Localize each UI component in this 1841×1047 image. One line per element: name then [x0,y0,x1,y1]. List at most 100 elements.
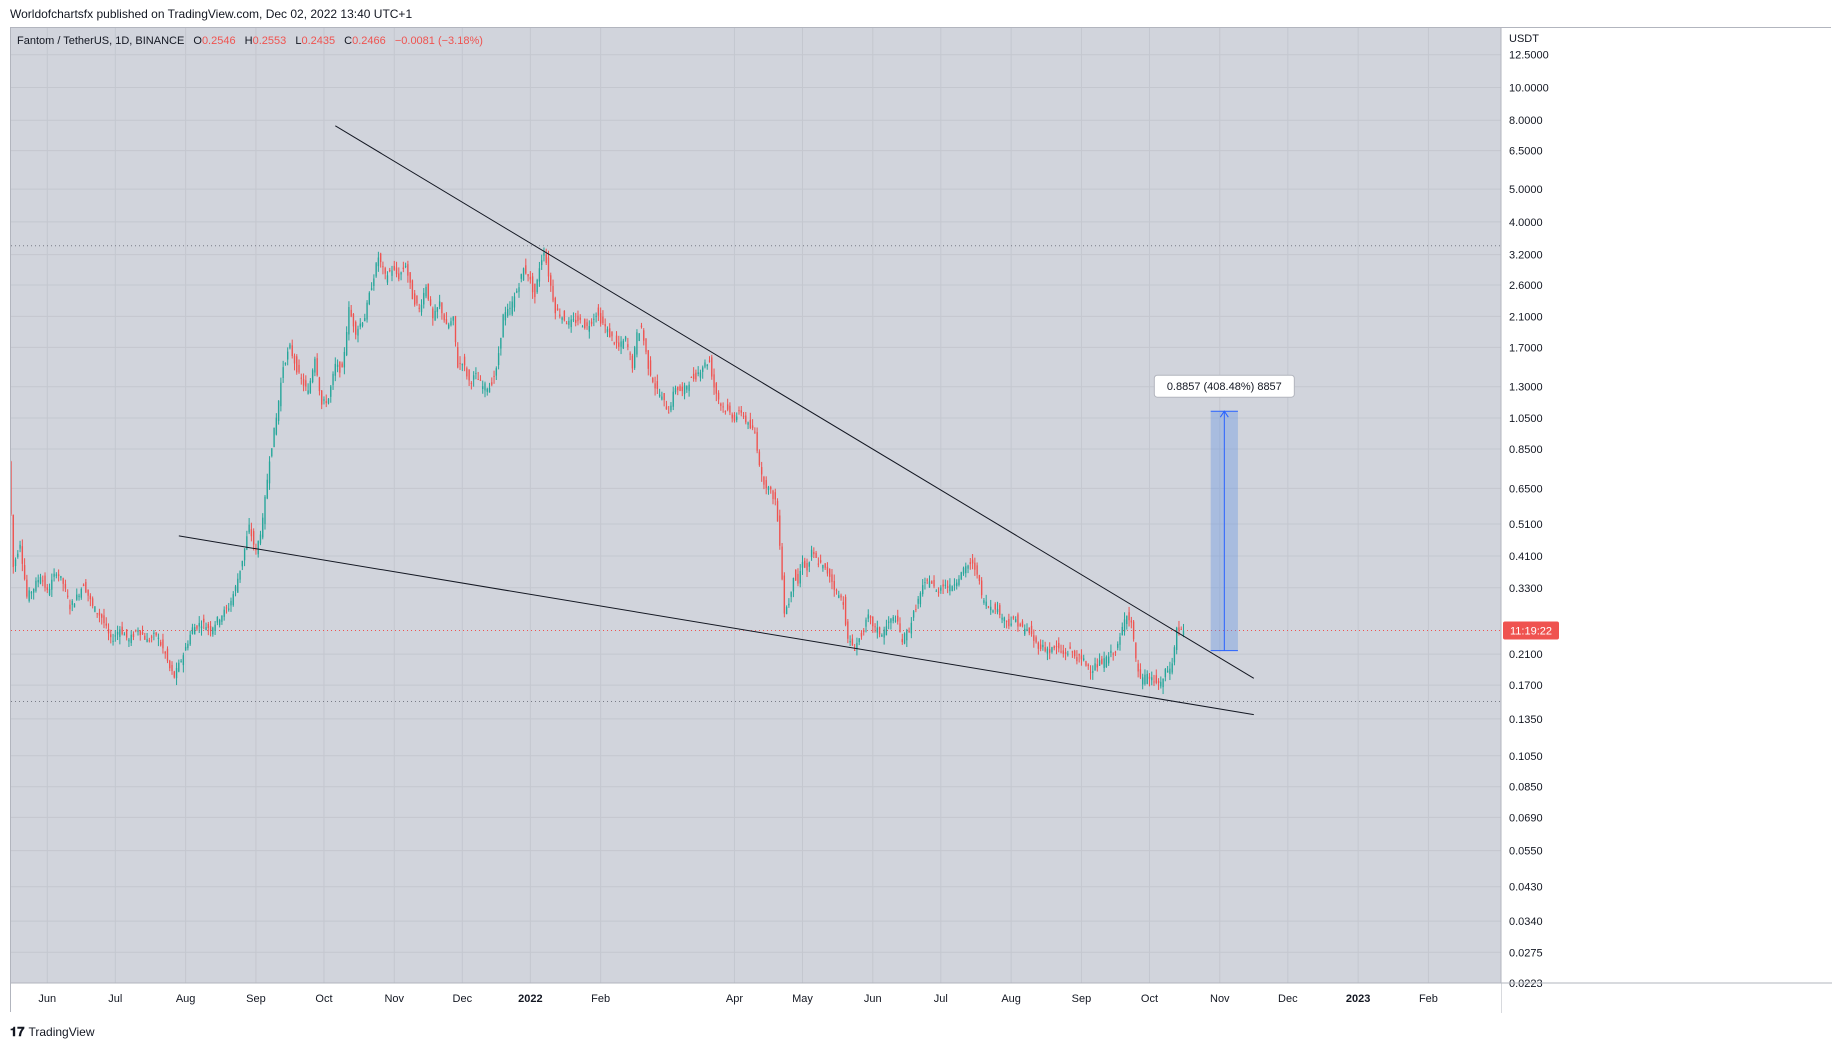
candle-body [847,621,849,639]
candle-body [472,375,475,380]
candle-body [726,404,729,410]
candle-body [482,386,484,390]
candle-body [48,588,51,596]
candle-body [844,596,847,625]
time-tick-label: Aug [176,993,196,1005]
legend-close-label: C [344,35,352,47]
price-tick-label: 0.4100 [1509,551,1543,563]
candle-body [350,309,352,317]
footer-brand[interactable]: TradingView [28,1025,95,1039]
candle-body [522,268,525,281]
candle-body [679,386,681,392]
candle-body [414,293,416,305]
candle-body [649,360,652,376]
candle-body [990,606,992,611]
candle-body [1098,660,1101,666]
candle-body [867,614,869,619]
candle-body [978,575,981,581]
candle-body [361,322,364,327]
candle-body [395,267,398,275]
candle-body [935,590,937,592]
candle-body [44,575,46,588]
candle-body [815,552,817,558]
candle-body [69,604,71,610]
candle-body [797,573,799,584]
candle-body [62,578,64,584]
candle-body [917,598,919,604]
candle-body [275,417,278,435]
time-tick-label: Apr [726,993,743,1005]
candle-body [915,609,917,611]
candle-body [643,330,645,341]
candle-body [806,562,808,571]
candle-body [627,344,629,348]
candle-body [60,575,62,578]
candle-body [325,401,327,404]
candle-body [819,560,822,563]
legend-low-value: 0.2435 [301,35,335,47]
candle-body [432,308,434,319]
candle-body [754,431,756,433]
candle-body [1073,650,1076,657]
candle-body [874,626,876,628]
price-axis[interactable]: USDT 12.5000 10.0000 8.0000 6.5000 5.0000 4.00… [1500,28,1832,1013]
trendlines [178,125,1255,716]
trendline-lower [178,535,1254,716]
candle-body [697,372,699,375]
candle-body [182,655,185,666]
candle-body [232,594,234,606]
candle-body [717,392,720,400]
candle-body [525,265,527,274]
candle-body [230,600,232,606]
candle-body [742,415,745,417]
candle-body [341,363,343,368]
candle-body [448,324,450,329]
price-axis-bg [1501,28,1832,1013]
legend-change: −0.0081 (−3.18%) [395,35,483,47]
chart-panel[interactable]: 0.8857 (408.48%) 8857 USDT 12.5000 10.0000… [10,27,1832,1013]
candle-body [711,357,713,377]
candle-body [237,578,239,593]
candle-body [300,377,302,379]
candle-body [1071,651,1074,653]
candle-body [1069,646,1071,649]
price-tick-label: 0.0430 [1509,882,1543,894]
candle-body [654,383,656,389]
time-axis[interactable]: Jun Jul Aug Sep Oct Nov Dec 2022 Feb Apr May Jun Jul… [11,982,1832,1013]
candle-body [1028,627,1030,634]
legend-symbol: Fantom / TetherUS, 1D, BINANCE [17,35,184,47]
candle-body [559,314,561,317]
candle-body [495,368,498,376]
price-tick-label: 0.0850 [1509,782,1543,794]
candle-body [849,640,851,643]
candle-body [241,560,244,567]
candle-body [135,630,137,632]
candle-body [132,633,135,638]
candle-body [663,393,665,401]
candle-body [262,517,264,538]
candle-body [393,265,395,270]
candle-body [477,379,479,381]
candle-body [1089,671,1092,673]
candle-body [441,302,443,314]
candle-body [366,302,368,320]
candle-body [1005,620,1008,622]
candle-body [799,570,801,584]
candle-body [1067,653,1069,655]
candle-body [509,307,511,309]
candle-body [1144,674,1146,685]
candle-body [212,627,214,635]
price-chart[interactable]: 0.8857 (408.48%) 8857 USDT 12.5000 10.0000… [11,28,1832,1013]
candle-body [305,380,307,387]
candle-body [355,321,357,335]
candle-body [76,594,78,600]
candle-body [110,634,112,638]
candle-body [314,358,316,373]
candle-body [171,664,173,671]
published-header: Worldofchartsfx published on TradingView… [0,0,1841,26]
legend-low-label: L [295,35,301,47]
candle-body [420,304,423,313]
candle-body [577,315,579,322]
candle-body [760,467,763,475]
candle-body [640,325,643,328]
